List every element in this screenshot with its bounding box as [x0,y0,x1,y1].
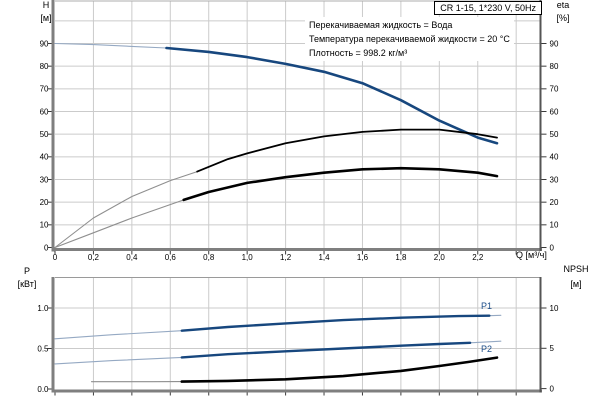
q-axis-tick-label: 0,4 [126,253,138,262]
q-axis-tick-label: 0 [53,253,58,262]
h-axis-unit: [м] [40,13,52,23]
h-axis-tick-label: 80 [40,62,49,71]
q-axis-label: Q [м³/ч] [516,250,547,260]
q-axis-tick-label: 0,2 [88,253,100,262]
eta-axis-tick-label: 40 [550,153,559,162]
bottom-chart-right-spine [539,277,542,393]
curve-eta-upper [196,128,498,173]
eta-axis-tick-label: 20 [550,198,559,207]
q-axis-tick-label: 1,4 [318,253,330,262]
curve-eta-upper-thin-start [54,171,198,249]
q-axis-tick-label: 1,2 [280,253,292,262]
curve-H [165,46,499,145]
curve-P1 [180,314,491,332]
eta-axis-tick-label: 70 [550,85,559,94]
top-chart-bottom-spine [51,248,542,251]
npsh-axis-label: NPSH [563,264,589,274]
q-axis-tick-label: 1,6 [357,253,369,262]
eta-axis-tick-label: 60 [550,107,559,116]
curve-H-thin-start [54,42,168,49]
npsh-axis-tick-label: 10 [550,304,559,313]
liquid-info-block: Перекачиваемая жидкость = Вода Температу… [305,17,514,61]
h-axis-tick-label: 50 [40,130,49,139]
eta-axis-tick-label: 50 [550,130,559,139]
q-axis-tick-label: 0,8 [203,253,215,262]
p-axis-tick-label: 0.5 [37,344,49,353]
eta-axis-tick-label: 90 [550,39,559,48]
eta-axis-tick-label: 30 [550,175,559,184]
npsh-axis-tick-label: 5 [550,344,555,353]
npsh-axis-tick-label: 0 [550,384,555,393]
curve-P2-thin-start [54,356,183,365]
curve-P2-thin-end [469,340,502,344]
curve-eta-lower-thin-start [54,199,185,249]
h-axis-tick-label: 20 [40,198,49,207]
h-axis-tick-label: 60 [40,107,49,116]
h-axis-tick-label: 30 [40,175,49,184]
info-line-liquid: Перекачиваемая жидкость = Вода [309,20,453,30]
curve-P1-thin-start [54,330,183,340]
p2-curve-label: P2 [481,344,493,354]
curve-eta-lower [182,166,499,202]
eta-axis-unit: [%] [556,13,570,23]
eta-axis-tick-label: 80 [550,62,559,71]
top-chart-right-spine [539,0,542,251]
h-axis-tick-label: 40 [40,153,49,162]
q-axis-tick-label: 2,0 [434,253,446,262]
q-axis-tick-label: 1,8 [395,253,407,262]
pump-title-box: CR 1-15, 1*230 V, 50Hz [434,1,542,15]
bottom-chart-bottom-spine [51,389,542,393]
h-axis-tick-label: 70 [40,85,49,94]
eta-axis-tick-label: 0 [550,243,555,252]
curve-NPSH [180,356,499,383]
q-axis-tick-label: 1,0 [242,253,254,262]
h-axis-label: H [42,0,50,10]
info-line-density: Плотность = 998.2 кг/м³ [309,48,408,58]
p-axis-unit: [кВт] [17,279,37,289]
eta-axis-tick-label: 10 [550,221,559,230]
npsh-axis-unit: [м] [570,279,582,289]
curve-P2 [180,341,472,359]
q-axis-tick-label: 0,6 [165,253,177,262]
p-axis-label: P [23,266,30,276]
info-line-temperature: Температура перекачиваемой жидкости = 20… [309,34,510,44]
h-axis-tick-label: 90 [40,39,49,48]
h-axis-tick-label: 0 [44,243,49,252]
bottom-chart-left-spine [51,277,55,393]
top-chart-left-spine [51,0,55,252]
p1-curve-label: P1 [481,301,493,311]
q-axis-tick-label: 2,2 [472,253,484,262]
eta-axis-label: eta [556,0,570,10]
h-axis-tick-label: 10 [40,221,49,230]
p-axis-tick-label: 1.0 [37,304,49,313]
p-axis-tick-label: 0.0 [37,385,49,394]
